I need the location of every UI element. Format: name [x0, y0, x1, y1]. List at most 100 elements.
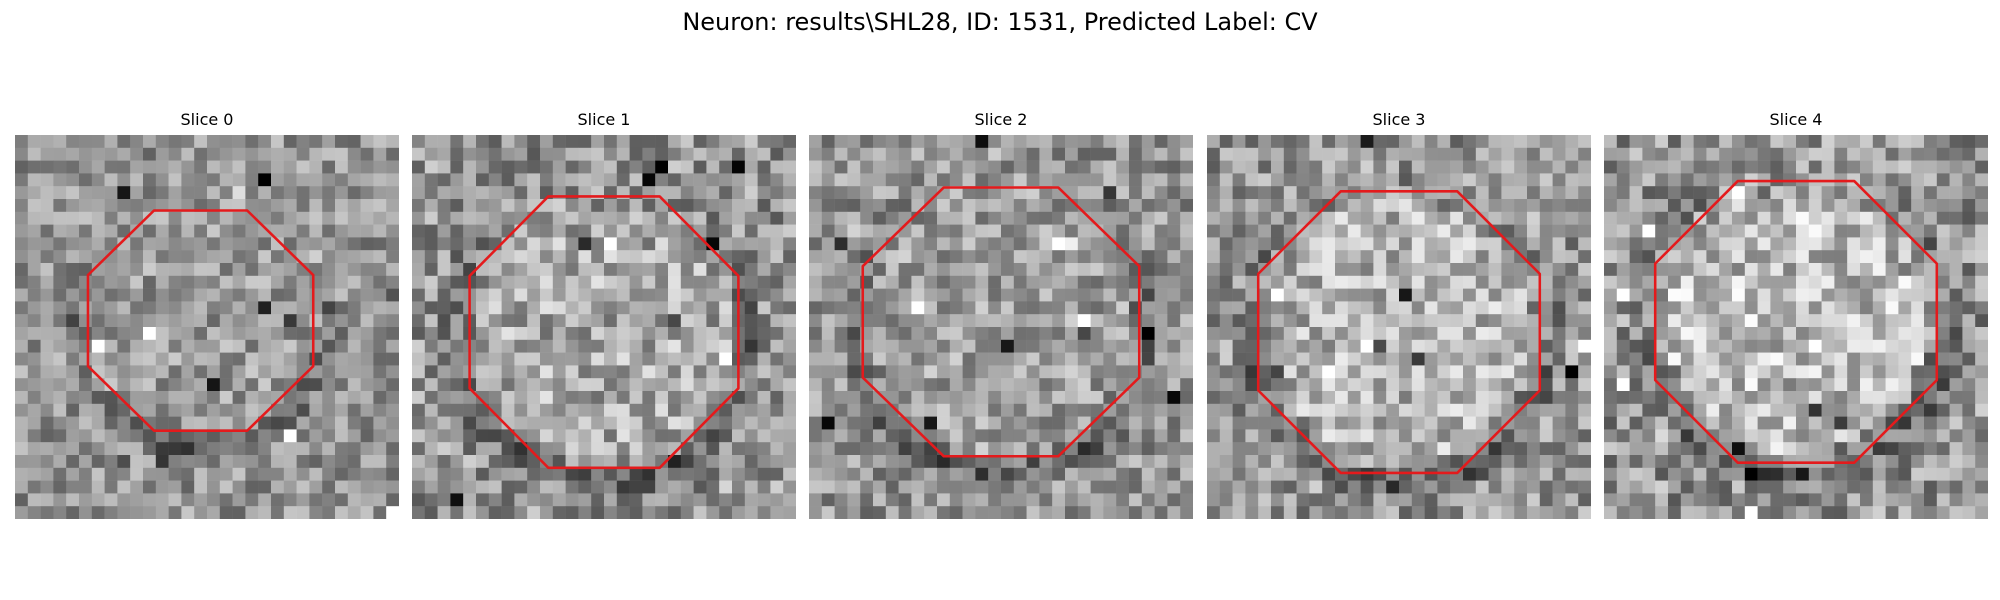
pixel — [322, 442, 336, 456]
pixel — [783, 480, 796, 494]
pixel — [1180, 250, 1193, 264]
pixel — [1360, 429, 1374, 443]
pixel — [847, 391, 861, 405]
pixel — [1975, 506, 1988, 519]
pixel — [40, 224, 54, 238]
pixel — [642, 147, 656, 161]
pixel — [1552, 275, 1566, 289]
slice-title-1: Slice 1 — [577, 110, 631, 129]
pixel — [1450, 237, 1464, 251]
pixel — [924, 378, 938, 392]
pixel — [1347, 275, 1361, 289]
pixel — [821, 160, 835, 174]
pixel — [155, 327, 169, 341]
pixel — [1860, 173, 1874, 187]
pixel — [1642, 467, 1656, 481]
pixel — [847, 327, 861, 341]
pixel — [1962, 339, 1976, 353]
pixel — [757, 416, 771, 430]
pixel — [1335, 480, 1349, 494]
pixel — [693, 403, 707, 417]
pixel — [834, 237, 848, 251]
pixel — [1565, 480, 1579, 494]
pixel — [1424, 288, 1438, 302]
pixel — [386, 442, 399, 456]
pixel — [1693, 327, 1707, 341]
pixel — [732, 442, 746, 456]
pixel — [1399, 186, 1413, 200]
pixel — [847, 237, 861, 251]
pixel — [207, 199, 221, 213]
pixel — [66, 173, 80, 187]
pixel — [1616, 263, 1630, 277]
pixel — [168, 314, 182, 328]
pixel — [1975, 135, 1988, 149]
pixel — [40, 455, 54, 469]
pixel — [1911, 224, 1925, 238]
pixel — [873, 160, 887, 174]
pixel — [706, 429, 720, 443]
pixel — [1680, 327, 1694, 341]
pixel — [437, 467, 451, 481]
pixel — [168, 480, 182, 494]
pixel — [1335, 135, 1349, 149]
pixel — [53, 186, 67, 200]
pixel — [1821, 442, 1835, 456]
pixel — [770, 339, 784, 353]
pixel — [1450, 416, 1464, 430]
pixel — [744, 314, 758, 328]
pixel — [1949, 391, 1963, 405]
pixel — [565, 506, 579, 519]
pixel — [1514, 506, 1528, 519]
pixel — [271, 147, 285, 161]
pixel — [1296, 160, 1310, 174]
pixel — [911, 327, 925, 341]
pixel — [1706, 442, 1720, 456]
pixel — [463, 186, 477, 200]
pixel — [693, 455, 707, 469]
pixel — [834, 135, 848, 149]
pixel — [1514, 429, 1528, 443]
pixel — [1129, 186, 1143, 200]
pixel — [1283, 455, 1297, 469]
pixel — [373, 429, 387, 443]
pixel — [949, 506, 963, 519]
pixel — [335, 403, 349, 417]
pixel — [1655, 493, 1669, 507]
pixel — [1090, 314, 1104, 328]
pixel — [40, 237, 54, 251]
pixel — [232, 403, 246, 417]
pixel — [1744, 391, 1758, 405]
pixel — [155, 403, 169, 417]
pixel — [104, 288, 118, 302]
pixel — [1898, 467, 1912, 481]
pixel — [1770, 288, 1784, 302]
pixel — [1757, 288, 1771, 302]
pixel — [1411, 301, 1425, 315]
pixel — [40, 301, 54, 315]
pixel — [488, 199, 502, 213]
pixel — [309, 147, 323, 161]
pixel — [847, 352, 861, 366]
pixel — [245, 301, 259, 315]
pixel — [1936, 429, 1950, 443]
pixel — [1309, 455, 1323, 469]
pixel — [604, 378, 618, 392]
pixel — [591, 429, 605, 443]
pixel — [1360, 391, 1374, 405]
pixel — [1962, 327, 1976, 341]
pixel — [732, 480, 746, 494]
pixel — [1271, 237, 1285, 251]
pixel — [91, 352, 105, 366]
pixel — [1399, 275, 1413, 289]
pixel — [437, 352, 451, 366]
pixel — [604, 391, 618, 405]
pixel — [949, 314, 963, 328]
pixel — [527, 301, 541, 315]
pixel — [296, 301, 310, 315]
pixel — [1770, 378, 1784, 392]
pixel — [1616, 237, 1630, 251]
pixel — [1527, 442, 1541, 456]
pixel — [322, 391, 336, 405]
pixel — [1296, 199, 1310, 213]
